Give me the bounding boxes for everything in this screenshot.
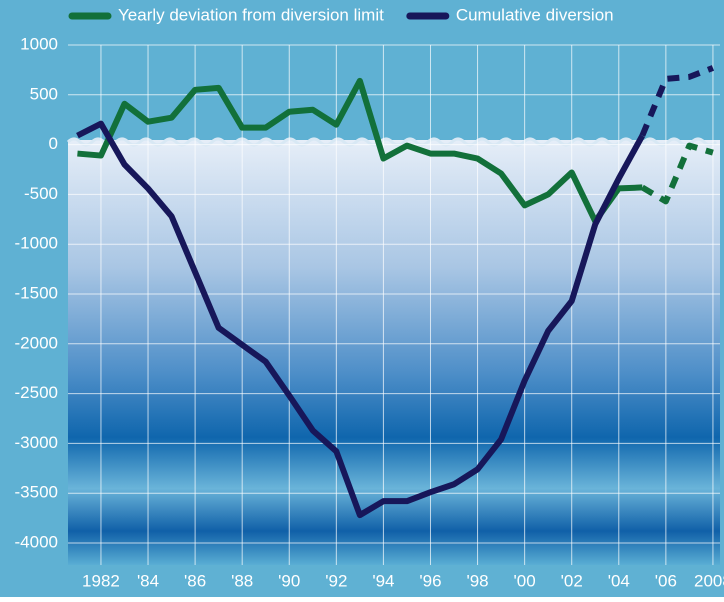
wave xyxy=(66,137,718,147)
y-tick-label: -2000 xyxy=(15,333,58,352)
x-tick-label: '92 xyxy=(325,571,347,590)
x-tick-label: '94 xyxy=(372,571,394,590)
legend-label: Cumulative diversion xyxy=(456,5,614,24)
y-tick-label: 500 xyxy=(30,84,58,103)
y-tick-label: -1000 xyxy=(15,234,58,253)
y-tick-label: -2500 xyxy=(15,383,58,402)
water-area xyxy=(68,140,720,565)
series-line xyxy=(77,77,643,225)
x-tick-label: '84 xyxy=(137,571,159,590)
legend: Yearly deviation from diversion limit Cum… xyxy=(68,5,614,24)
x-tick-label: '90 xyxy=(278,571,300,590)
legend-label: Yearly deviation from diversion limit xyxy=(118,5,384,24)
y-tick-label: -3500 xyxy=(15,483,58,502)
y-tick-label: 1000 xyxy=(20,34,58,53)
y-tick-label: -500 xyxy=(24,184,58,203)
x-tick-label: '06 xyxy=(655,571,677,590)
x-tick-label: '04 xyxy=(608,571,630,590)
y-tick-label: -4000 xyxy=(15,532,58,551)
y-tick-label: 0 xyxy=(49,134,58,153)
x-tick-label: '88 xyxy=(231,571,253,590)
x-tick-label: '02 xyxy=(561,571,583,590)
y-tick-label: -3000 xyxy=(15,433,58,452)
x-tick-label: '96 xyxy=(419,571,441,590)
x-tick-label: '86 xyxy=(184,571,206,590)
x-tick-label: '98 xyxy=(466,571,488,590)
y-tick-label: -1500 xyxy=(15,283,58,302)
x-tick-label: 2008 xyxy=(694,571,724,590)
series-line xyxy=(76,120,645,519)
x-tick-label: '00 xyxy=(514,571,536,590)
series-line-dashed xyxy=(639,65,715,137)
x-tick-label: 1982 xyxy=(82,571,120,590)
